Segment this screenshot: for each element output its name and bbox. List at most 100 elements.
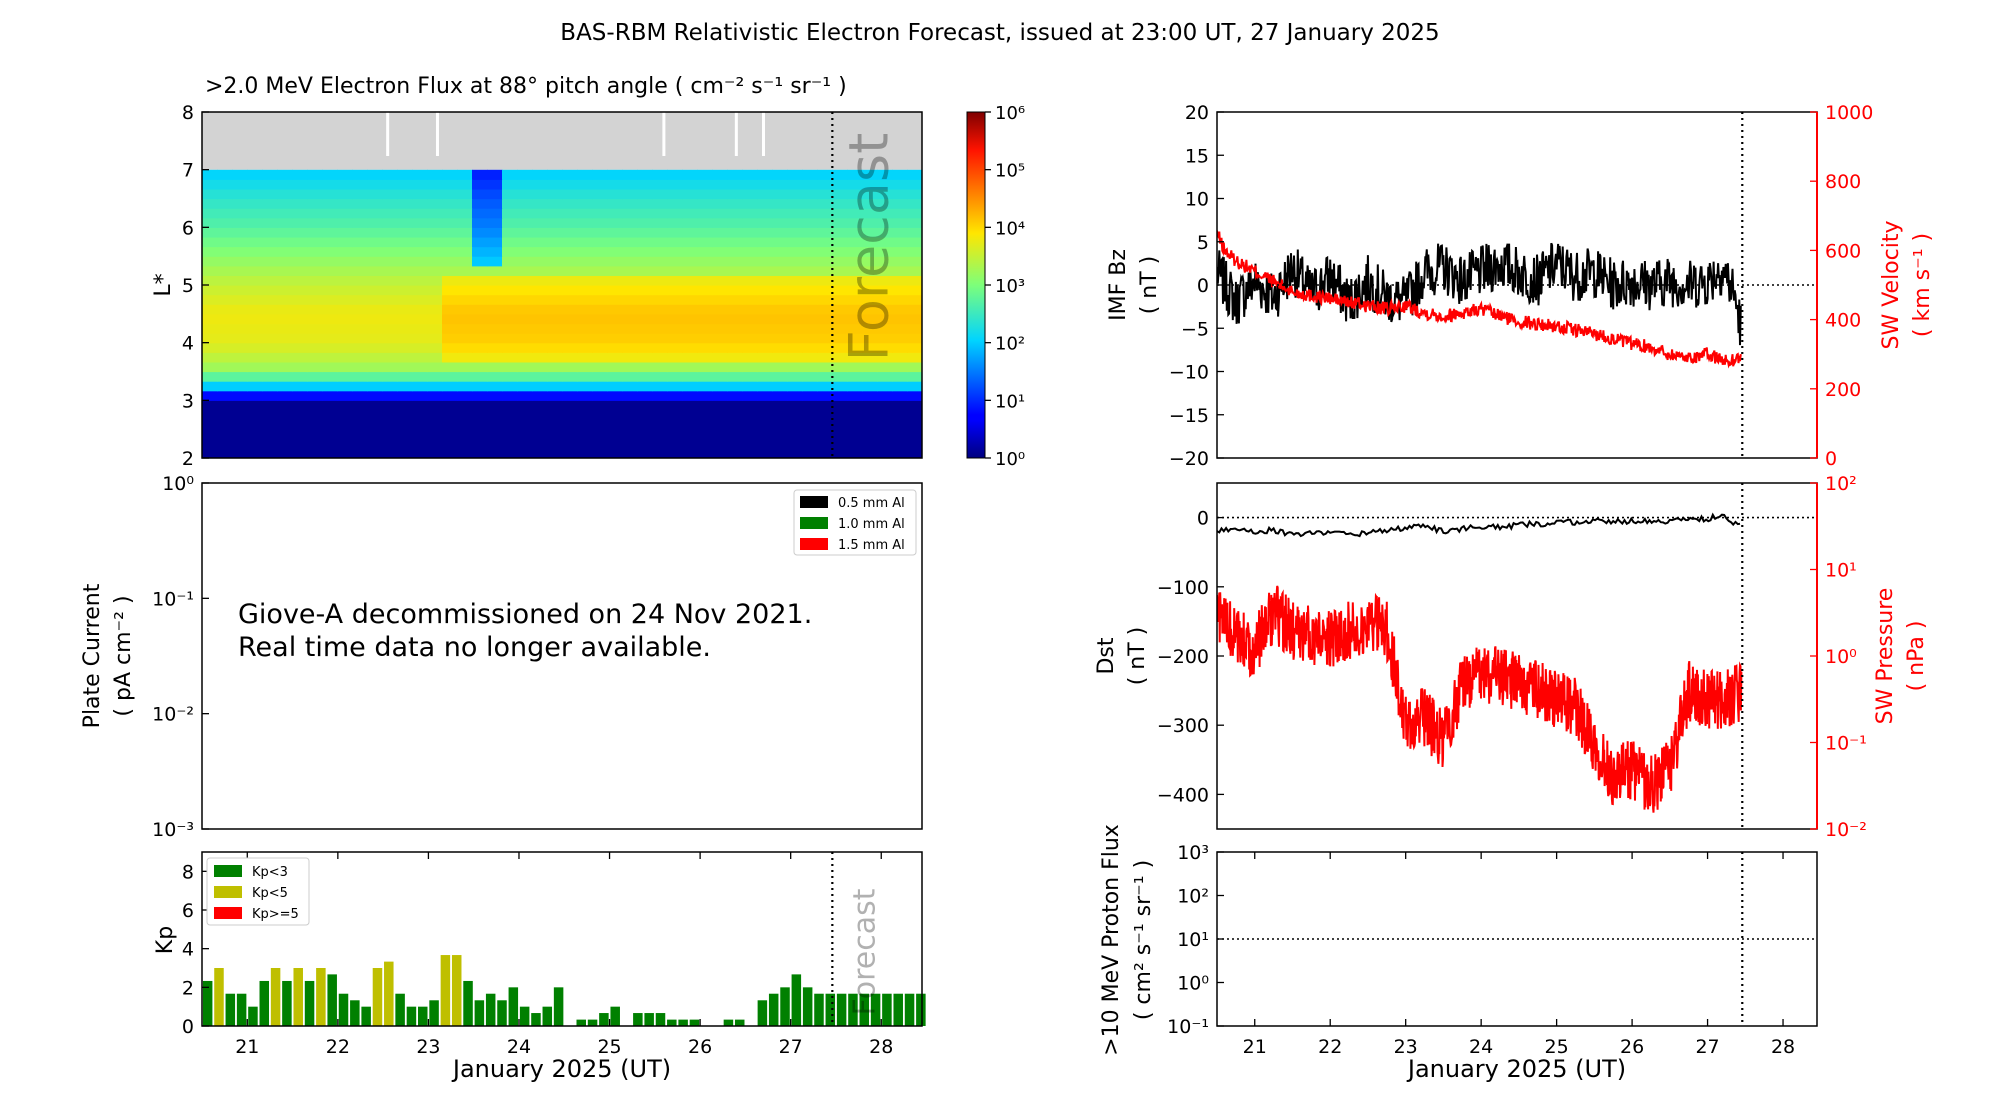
flux-cell bbox=[457, 265, 473, 276]
flux-cell bbox=[217, 208, 233, 219]
kp-bar bbox=[848, 993, 858, 1026]
flux-cell bbox=[502, 352, 518, 363]
flux-cell bbox=[247, 285, 263, 296]
flux-cell bbox=[832, 400, 848, 411]
flux-cell bbox=[562, 227, 578, 238]
flux-cell bbox=[592, 400, 608, 411]
flux-cell bbox=[262, 188, 278, 200]
flux-cell bbox=[757, 217, 773, 228]
flux-cell bbox=[562, 419, 578, 430]
flux-cell bbox=[727, 352, 743, 363]
y-tick-label: −5 bbox=[1181, 318, 1209, 340]
flux-cell bbox=[487, 448, 503, 458]
flux-cell bbox=[337, 275, 353, 286]
flux-cell bbox=[217, 256, 233, 267]
flux-cell bbox=[757, 208, 773, 219]
flux-cell bbox=[457, 304, 473, 315]
flux-cell bbox=[577, 438, 593, 449]
flux-cell bbox=[622, 313, 638, 325]
flux-cell bbox=[562, 333, 578, 344]
flux-cell bbox=[742, 390, 758, 401]
flux-cell bbox=[802, 227, 818, 238]
flux-cell bbox=[412, 169, 428, 180]
flux-cell bbox=[547, 236, 563, 248]
flux-cell bbox=[472, 217, 488, 228]
flux-cell bbox=[397, 333, 413, 344]
x-tick-label: 22 bbox=[326, 1036, 350, 1058]
flux-cell bbox=[742, 169, 758, 180]
flux-cell bbox=[547, 188, 563, 200]
flux-cell bbox=[367, 217, 383, 228]
legend-label-10mm: 1.0 mm Al bbox=[838, 517, 905, 532]
flux-cell bbox=[727, 371, 743, 382]
flux-cell bbox=[637, 323, 653, 334]
flux-cell bbox=[697, 352, 713, 363]
flux-cell bbox=[487, 438, 503, 449]
flux-cell bbox=[877, 256, 893, 267]
flux-cell bbox=[382, 169, 398, 180]
flux-cell bbox=[877, 400, 893, 411]
flux-cell bbox=[412, 265, 428, 276]
flux-cell bbox=[412, 179, 428, 190]
flux-cell bbox=[802, 198, 818, 209]
flux-cell bbox=[637, 227, 653, 238]
flux-cell bbox=[877, 304, 893, 315]
flux-cell bbox=[592, 246, 608, 257]
kp-bar bbox=[372, 968, 383, 1026]
flux-cell bbox=[517, 323, 533, 334]
flux-cell bbox=[652, 256, 668, 267]
flux-cell bbox=[697, 179, 713, 190]
flux-cell bbox=[532, 352, 548, 363]
no-data-region bbox=[202, 112, 922, 170]
x-tick-label: 23 bbox=[1394, 1036, 1418, 1058]
flux-cell bbox=[772, 352, 788, 363]
flux-cell bbox=[262, 227, 278, 238]
flux-cell bbox=[397, 390, 413, 401]
flux-cell bbox=[727, 198, 743, 209]
kp-bar bbox=[531, 1013, 541, 1026]
flux-cell bbox=[472, 400, 488, 411]
flux-cell bbox=[322, 265, 338, 276]
flux-cell bbox=[862, 236, 878, 248]
flux-cell bbox=[487, 409, 503, 421]
flux-cell bbox=[907, 294, 922, 305]
flux-cell bbox=[907, 371, 922, 382]
flux-cell bbox=[652, 217, 668, 228]
flux-cell bbox=[727, 294, 743, 305]
flux-cell bbox=[652, 179, 668, 190]
flux-cell bbox=[547, 400, 563, 411]
flux-cell bbox=[352, 227, 368, 238]
flux-cell bbox=[832, 179, 848, 190]
flux-cell bbox=[412, 409, 428, 421]
flux-cell bbox=[757, 409, 773, 421]
flux-cell bbox=[802, 438, 818, 449]
flux-cell bbox=[472, 294, 488, 305]
flux-cell bbox=[862, 352, 878, 363]
y2-tick-label: 600 bbox=[1825, 240, 1861, 262]
dst-ylabel-units: ( nT ) bbox=[1125, 627, 1150, 686]
kp-bar bbox=[395, 993, 405, 1026]
flux-cell bbox=[772, 313, 788, 325]
flux-cell bbox=[382, 429, 398, 440]
flux-cell bbox=[562, 217, 578, 228]
flux-cell bbox=[757, 429, 773, 440]
flux-cell bbox=[532, 265, 548, 276]
flux-cell bbox=[607, 265, 623, 276]
flux-cell bbox=[232, 361, 248, 373]
flux-cell bbox=[862, 409, 878, 421]
flux-cell bbox=[307, 409, 323, 421]
flux-cell bbox=[247, 179, 263, 190]
flux-cell bbox=[202, 217, 218, 228]
flux-cell bbox=[727, 409, 743, 421]
flux-cell bbox=[907, 169, 922, 180]
flux-cell bbox=[892, 294, 908, 305]
flux-cell bbox=[757, 448, 773, 458]
flux-cell bbox=[862, 179, 878, 190]
flux-cell bbox=[802, 236, 818, 248]
x-tick-label: 21 bbox=[235, 1036, 259, 1058]
flux-cell bbox=[382, 371, 398, 382]
kp-bar bbox=[293, 968, 303, 1026]
flux-cell bbox=[652, 323, 668, 334]
flux-cell bbox=[907, 256, 922, 267]
